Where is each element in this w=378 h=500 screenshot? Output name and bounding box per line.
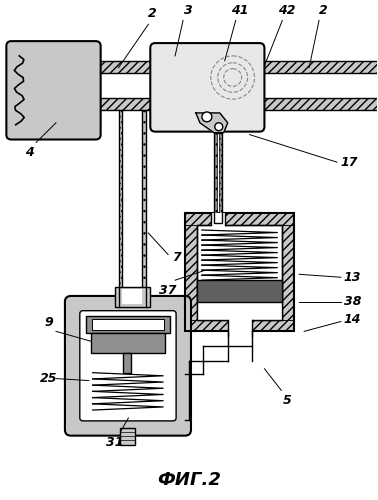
- Text: 17: 17: [341, 156, 358, 168]
- Text: 7: 7: [172, 251, 181, 264]
- FancyBboxPatch shape: [80, 310, 176, 421]
- Bar: [245, 61, 376, 72]
- FancyBboxPatch shape: [6, 41, 101, 140]
- Polygon shape: [196, 113, 228, 132]
- Bar: [41, 61, 165, 72]
- Bar: [185, 214, 294, 332]
- Circle shape: [215, 123, 223, 130]
- Bar: [41, 72, 165, 98]
- Text: 37: 37: [160, 284, 177, 297]
- Text: 25: 25: [40, 372, 58, 385]
- Text: 4: 4: [25, 146, 34, 160]
- Text: 5: 5: [283, 394, 292, 407]
- Bar: [119, 110, 122, 297]
- Text: 14: 14: [344, 313, 361, 326]
- Bar: [245, 72, 376, 98]
- Bar: [143, 110, 146, 297]
- Bar: [197, 225, 282, 320]
- Text: 2: 2: [148, 8, 156, 20]
- Text: 41: 41: [231, 4, 248, 16]
- Bar: [86, 316, 170, 334]
- Bar: [282, 225, 294, 320]
- Text: ФИГ.2: ФИГ.2: [157, 471, 221, 489]
- Bar: [214, 132, 222, 223]
- Bar: [214, 132, 217, 223]
- Bar: [197, 280, 282, 302]
- Bar: [91, 334, 165, 353]
- Bar: [197, 225, 282, 320]
- Bar: [124, 353, 132, 372]
- Bar: [92, 318, 164, 330]
- Bar: [245, 98, 376, 110]
- Bar: [185, 214, 294, 225]
- Bar: [219, 132, 222, 223]
- Bar: [185, 320, 294, 332]
- FancyBboxPatch shape: [65, 296, 191, 436]
- Text: 13: 13: [344, 270, 361, 283]
- Text: 9: 9: [45, 316, 53, 330]
- Bar: [115, 287, 150, 307]
- Text: 38: 38: [344, 296, 361, 308]
- Bar: [122, 289, 143, 304]
- FancyBboxPatch shape: [150, 43, 265, 132]
- Bar: [211, 214, 225, 228]
- Bar: [197, 302, 282, 320]
- Bar: [122, 110, 143, 297]
- Text: 42: 42: [277, 4, 295, 16]
- Bar: [185, 225, 197, 320]
- Text: 2: 2: [319, 4, 327, 16]
- Text: 3: 3: [184, 4, 192, 16]
- Circle shape: [202, 112, 212, 122]
- Bar: [228, 318, 251, 334]
- Bar: [41, 98, 165, 110]
- Text: 31: 31: [106, 436, 123, 448]
- Bar: [119, 428, 135, 446]
